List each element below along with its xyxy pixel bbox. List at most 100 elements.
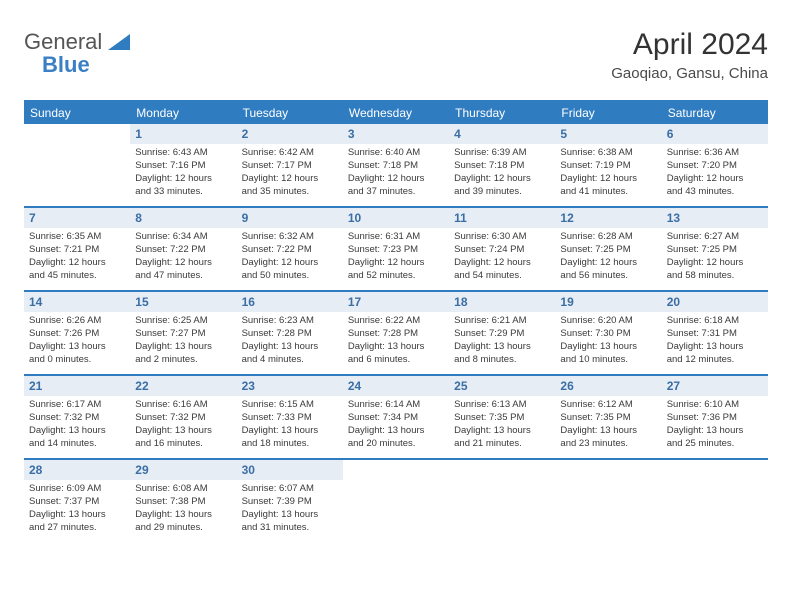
sunset-text: Sunset: 7:38 PM xyxy=(135,496,231,509)
day-cell: 25Sunrise: 6:13 AMSunset: 7:35 PMDayligh… xyxy=(449,376,555,458)
day-number: 28 xyxy=(24,460,130,480)
day-number: 13 xyxy=(662,208,768,228)
daylight-line1: Daylight: 13 hours xyxy=(135,341,231,354)
day-cell: 27Sunrise: 6:10 AMSunset: 7:36 PMDayligh… xyxy=(662,376,768,458)
daylight-line2: and 47 minutes. xyxy=(135,270,231,283)
daylight-line2: and 23 minutes. xyxy=(560,438,656,451)
calendar: SundayMondayTuesdayWednesdayThursdayFrid… xyxy=(24,100,768,542)
empty-cell xyxy=(343,460,449,542)
sunset-text: Sunset: 7:28 PM xyxy=(242,328,338,341)
sunrise-text: Sunrise: 6:25 AM xyxy=(135,315,231,328)
day-cell: 3Sunrise: 6:40 AMSunset: 7:18 PMDaylight… xyxy=(343,124,449,206)
sunrise-text: Sunrise: 6:34 AM xyxy=(135,231,231,244)
daylight-line2: and 14 minutes. xyxy=(29,438,125,451)
sunrise-text: Sunrise: 6:28 AM xyxy=(560,231,656,244)
daylight-line1: Daylight: 12 hours xyxy=(560,173,656,186)
header: General April 2024 Gaoqiao, Gansu, China xyxy=(24,28,768,82)
day-number: 18 xyxy=(449,292,555,312)
sunset-text: Sunset: 7:16 PM xyxy=(135,160,231,173)
day-number: 12 xyxy=(555,208,661,228)
day-cell: 24Sunrise: 6:14 AMSunset: 7:34 PMDayligh… xyxy=(343,376,449,458)
sunrise-text: Sunrise: 6:15 AM xyxy=(242,399,338,412)
day-cell: 9Sunrise: 6:32 AMSunset: 7:22 PMDaylight… xyxy=(237,208,343,290)
sunset-text: Sunset: 7:27 PM xyxy=(135,328,231,341)
daylight-line1: Daylight: 12 hours xyxy=(348,173,444,186)
day-header-wednesday: Wednesday xyxy=(343,102,449,124)
daylight-line1: Daylight: 13 hours xyxy=(135,509,231,522)
day-number: 11 xyxy=(449,208,555,228)
day-number: 6 xyxy=(662,124,768,144)
sunset-text: Sunset: 7:25 PM xyxy=(560,244,656,257)
daylight-line2: and 12 minutes. xyxy=(667,354,763,367)
day-cell: 26Sunrise: 6:12 AMSunset: 7:35 PMDayligh… xyxy=(555,376,661,458)
daylight-line2: and 33 minutes. xyxy=(135,186,231,199)
day-number: 26 xyxy=(555,376,661,396)
daylight-line1: Daylight: 12 hours xyxy=(242,173,338,186)
sunset-text: Sunset: 7:22 PM xyxy=(135,244,231,257)
day-cell: 19Sunrise: 6:20 AMSunset: 7:30 PMDayligh… xyxy=(555,292,661,374)
sunset-text: Sunset: 7:21 PM xyxy=(29,244,125,257)
day-number: 21 xyxy=(24,376,130,396)
sunset-text: Sunset: 7:19 PM xyxy=(560,160,656,173)
day-cell: 21Sunrise: 6:17 AMSunset: 7:32 PMDayligh… xyxy=(24,376,130,458)
sunrise-text: Sunrise: 6:35 AM xyxy=(29,231,125,244)
daylight-line1: Daylight: 13 hours xyxy=(242,341,338,354)
daylight-line2: and 35 minutes. xyxy=(242,186,338,199)
week-row: 21Sunrise: 6:17 AMSunset: 7:32 PMDayligh… xyxy=(24,376,768,460)
daylight-line1: Daylight: 12 hours xyxy=(667,173,763,186)
day-cell: 14Sunrise: 6:26 AMSunset: 7:26 PMDayligh… xyxy=(24,292,130,374)
daylight-line2: and 39 minutes. xyxy=(454,186,550,199)
daylight-line1: Daylight: 13 hours xyxy=(242,425,338,438)
sunrise-text: Sunrise: 6:18 AM xyxy=(667,315,763,328)
daylight-line1: Daylight: 13 hours xyxy=(348,341,444,354)
sunset-text: Sunset: 7:18 PM xyxy=(454,160,550,173)
sunrise-text: Sunrise: 6:31 AM xyxy=(348,231,444,244)
day-number: 4 xyxy=(449,124,555,144)
sunset-text: Sunset: 7:23 PM xyxy=(348,244,444,257)
day-cell: 4Sunrise: 6:39 AMSunset: 7:18 PMDaylight… xyxy=(449,124,555,206)
sunrise-text: Sunrise: 6:21 AM xyxy=(454,315,550,328)
day-number: 5 xyxy=(555,124,661,144)
day-cell: 13Sunrise: 6:27 AMSunset: 7:25 PMDayligh… xyxy=(662,208,768,290)
day-header-friday: Friday xyxy=(555,102,661,124)
daylight-line2: and 27 minutes. xyxy=(29,522,125,535)
daylight-line2: and 10 minutes. xyxy=(560,354,656,367)
daylight-line1: Daylight: 13 hours xyxy=(560,425,656,438)
day-number: 16 xyxy=(237,292,343,312)
sunset-text: Sunset: 7:20 PM xyxy=(667,160,763,173)
week-row: 14Sunrise: 6:26 AMSunset: 7:26 PMDayligh… xyxy=(24,292,768,376)
sunrise-text: Sunrise: 6:16 AM xyxy=(135,399,231,412)
daylight-line2: and 2 minutes. xyxy=(135,354,231,367)
daylight-line1: Daylight: 13 hours xyxy=(454,425,550,438)
day-cell: 2Sunrise: 6:42 AMSunset: 7:17 PMDaylight… xyxy=(237,124,343,206)
day-cell: 18Sunrise: 6:21 AMSunset: 7:29 PMDayligh… xyxy=(449,292,555,374)
sunset-text: Sunset: 7:32 PM xyxy=(29,412,125,425)
sunset-text: Sunset: 7:22 PM xyxy=(242,244,338,257)
day-number: 22 xyxy=(130,376,236,396)
sunset-text: Sunset: 7:37 PM xyxy=(29,496,125,509)
location-subtitle: Gaoqiao, Gansu, China xyxy=(611,65,768,82)
sunset-text: Sunset: 7:31 PM xyxy=(667,328,763,341)
daylight-line2: and 25 minutes. xyxy=(667,438,763,451)
day-cell: 17Sunrise: 6:22 AMSunset: 7:28 PMDayligh… xyxy=(343,292,449,374)
sunset-text: Sunset: 7:34 PM xyxy=(348,412,444,425)
sunset-text: Sunset: 7:29 PM xyxy=(454,328,550,341)
daylight-line2: and 37 minutes. xyxy=(348,186,444,199)
day-number: 10 xyxy=(343,208,449,228)
daylight-line2: and 0 minutes. xyxy=(29,354,125,367)
sunrise-text: Sunrise: 6:36 AM xyxy=(667,147,763,160)
sunset-text: Sunset: 7:18 PM xyxy=(348,160,444,173)
day-cell: 23Sunrise: 6:15 AMSunset: 7:33 PMDayligh… xyxy=(237,376,343,458)
daylight-line1: Daylight: 12 hours xyxy=(29,257,125,270)
day-number: 27 xyxy=(662,376,768,396)
sunrise-text: Sunrise: 6:20 AM xyxy=(560,315,656,328)
day-cell: 5Sunrise: 6:38 AMSunset: 7:19 PMDaylight… xyxy=(555,124,661,206)
day-number: 17 xyxy=(343,292,449,312)
daylight-line2: and 8 minutes. xyxy=(454,354,550,367)
calendar-weeks: 1Sunrise: 6:43 AMSunset: 7:16 PMDaylight… xyxy=(24,124,768,542)
logo-text-b: Blue xyxy=(42,52,90,78)
daylight-line1: Daylight: 12 hours xyxy=(135,257,231,270)
day-number: 9 xyxy=(237,208,343,228)
sunrise-text: Sunrise: 6:43 AM xyxy=(135,147,231,160)
empty-cell xyxy=(662,460,768,542)
